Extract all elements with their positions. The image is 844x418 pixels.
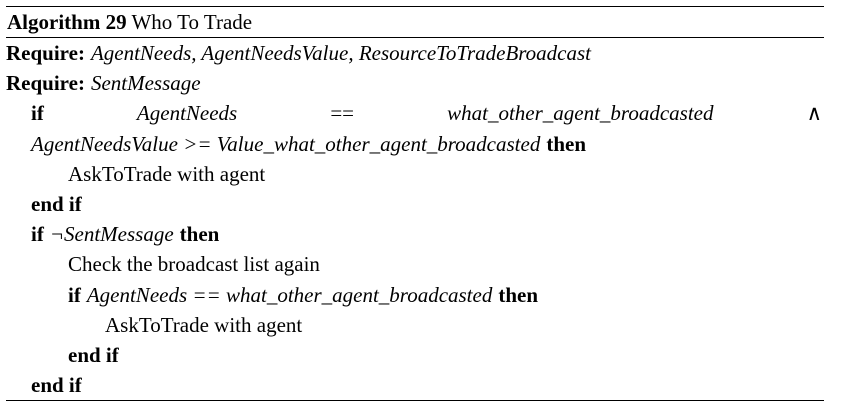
end-if-keyword: end if [31,191,82,216]
cond-equals: == [330,101,355,126]
if-keyword: if [31,101,44,126]
bottom-rule [6,400,824,402]
check-list-line: Check the broadcast list again [6,249,824,279]
then-keyword: then [179,222,220,247]
inner-if-line: if AgentNeeds == what_other_agent_broadca… [6,280,824,310]
top-rule [6,6,824,7]
check-list-statement: Check the broadcast list again [68,252,320,277]
inner-if-condition: AgentNeeds == what_other_agent_broadcast… [86,282,493,307]
if-line-1: if AgentNeeds == what_other_agent_broadc… [6,98,824,128]
ask-to-trade-line-1: AskToTrade with agent [6,159,824,189]
cond-not-sent: ¬SentMessage [49,222,174,247]
cond-broadcasted: what_other_agent_broadcasted [447,101,714,126]
algorithm-caption: Algorithm 29 Who To Trade [6,7,824,37]
end-if-line-1: end if [6,189,824,219]
if-line-2: if ¬SentMessage then [6,219,824,249]
ask-to-trade-statement: AskToTrade with agent [68,161,266,186]
inner-end-if-line: end if [6,340,824,370]
end-if-keyword: end if [31,373,82,398]
end-if-keyword: end if [68,342,119,367]
require-line-2: Require: SentMessage [6,68,824,98]
require-keyword: Require: [6,71,85,96]
algorithm-title: Who To Trade [131,10,253,34]
if-keyword: if [31,222,44,247]
cond-value-compare: AgentNeedsValue >= Value_what_other_agen… [31,131,541,156]
ask-to-trade-line-2: AskToTrade with agent [6,310,824,340]
require-inputs: AgentNeeds, AgentNeedsValue, ResourceToT… [90,41,591,65]
if-line-1-continued: AgentNeedsValue >= Value_what_other_agen… [6,129,824,159]
require-sent-message: SentMessage [90,71,201,96]
cond-agent-needs: AgentNeeds [136,101,238,126]
then-keyword: then [498,282,539,307]
caption-rule [6,37,824,38]
end-if-line-2: end if [6,370,824,400]
algorithm-number: Algorithm 29 [7,10,127,34]
cond-and: ∧ [806,101,822,126]
require-keyword: Require: [6,41,85,65]
ask-to-trade-statement: AskToTrade with agent [105,312,303,337]
then-keyword: then [546,131,587,156]
algorithm-block: Algorithm 29 Who To Trade Require: AgentN… [6,6,824,402]
if-keyword: if [68,282,81,307]
require-line-1: Require: AgentNeeds, AgentNeedsValue, Res… [6,38,824,68]
